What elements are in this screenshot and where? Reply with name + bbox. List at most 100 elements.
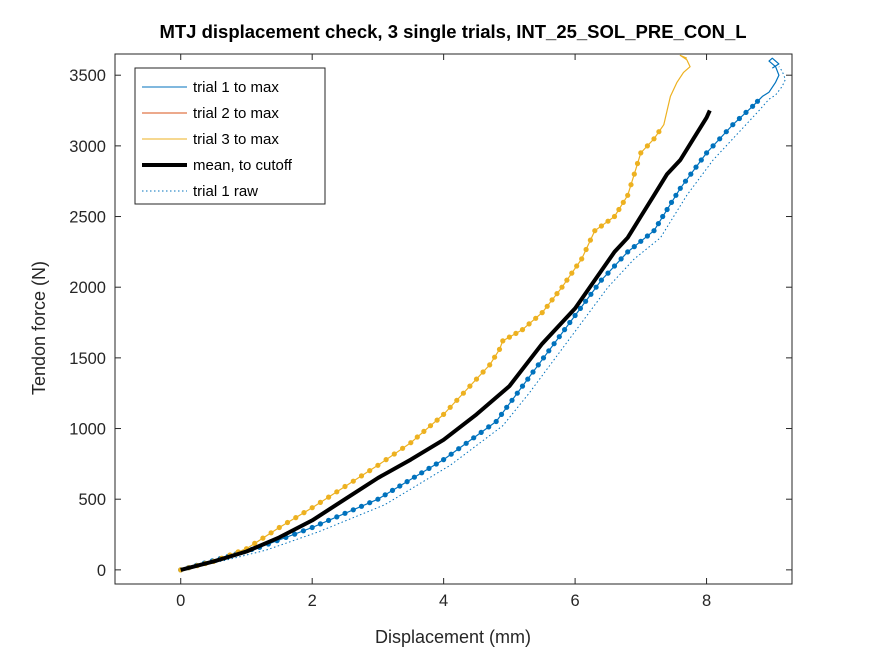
series-marker-1 <box>572 312 578 319</box>
series-marker-3 <box>569 270 575 276</box>
series-marker-3 <box>350 478 356 484</box>
series-marker-3 <box>342 483 348 490</box>
series-layer <box>178 54 786 573</box>
series-marker-3 <box>480 369 486 375</box>
x-axis-label: Displacement (mm) <box>375 627 531 647</box>
y-tick-label: 0 <box>97 562 106 580</box>
series-marker-3 <box>421 428 427 434</box>
series-marker-1 <box>519 383 526 389</box>
x-tick-label: 8 <box>702 592 711 610</box>
series-marker-1 <box>754 98 761 104</box>
series-marker-1 <box>588 291 594 297</box>
x-tick-label: 4 <box>439 592 448 610</box>
series-marker-1 <box>300 528 306 534</box>
series-marker-3 <box>260 535 266 541</box>
series-marker-1 <box>382 492 388 498</box>
series-marker-3 <box>638 150 644 156</box>
y-axis-label: Tendon force (N) <box>29 261 49 395</box>
series-marker-1 <box>350 507 356 513</box>
series-marker-3 <box>408 440 414 446</box>
series-marker-1 <box>525 376 531 382</box>
series-marker-3 <box>434 417 440 423</box>
series-marker-3 <box>549 297 555 303</box>
series-marker-3 <box>583 246 589 253</box>
series-marker-3 <box>441 411 447 417</box>
series-marker-1 <box>698 157 704 163</box>
series-marker-1 <box>540 355 547 361</box>
series-marker-1 <box>677 185 683 191</box>
series-marker-1 <box>486 424 492 430</box>
series-marker-3 <box>554 291 560 297</box>
y-tick-label: 3000 <box>69 138 106 156</box>
x-tick-label: 2 <box>308 592 317 610</box>
series-marker-1 <box>504 404 510 410</box>
series-marker-3 <box>473 376 480 382</box>
series-marker-1 <box>598 277 605 283</box>
series-marker-1 <box>441 457 447 463</box>
y-tick-label: 3500 <box>69 67 106 85</box>
series-marker-1 <box>419 470 425 476</box>
series-marker-1 <box>651 228 657 234</box>
series-marker-3 <box>252 540 258 547</box>
series-marker-1 <box>577 305 584 311</box>
series-marker-1 <box>605 270 611 276</box>
series-marker-1 <box>292 531 298 537</box>
series-marker-3 <box>634 160 641 167</box>
series-marker-1 <box>631 244 637 250</box>
series-marker-1 <box>514 390 520 396</box>
series-marker-1 <box>493 418 499 425</box>
series-marker-3 <box>358 473 365 479</box>
series-marker-3 <box>605 218 611 224</box>
series-marker-1 <box>334 514 340 520</box>
series-marker-3 <box>276 524 282 531</box>
series-marker-1 <box>471 435 477 441</box>
series-marker-3 <box>587 237 594 243</box>
series-marker-3 <box>492 354 498 360</box>
series-marker-3 <box>414 434 420 440</box>
series-marker-3 <box>367 468 373 474</box>
series-marker-3 <box>539 310 545 316</box>
series-marker-1 <box>551 341 557 347</box>
series-marker-1 <box>688 171 694 177</box>
series-marker-3 <box>631 171 637 177</box>
series-marker-3 <box>611 213 618 220</box>
series-marker-1 <box>750 103 756 109</box>
series-marker-3 <box>326 494 332 500</box>
series-marker-1 <box>693 164 699 170</box>
series-marker-1 <box>562 327 568 333</box>
series-marker-1 <box>317 521 323 527</box>
series-marker-3 <box>500 338 506 344</box>
series-marker-1 <box>389 487 396 493</box>
x-tick-label: 0 <box>176 592 185 610</box>
chart-title: MTJ displacement check, 3 single trials,… <box>159 21 746 42</box>
series-marker-3 <box>496 346 503 352</box>
series-marker-3 <box>628 182 634 188</box>
series-marker-3 <box>598 223 605 229</box>
series-marker-1 <box>556 334 562 340</box>
legend-label-5: trial 1 raw <box>193 183 258 200</box>
series-marker-3 <box>506 334 512 340</box>
series-marker-1 <box>743 109 749 115</box>
series-marker-1 <box>309 524 315 531</box>
legend: trial 1 to max trial 2 to max trial 3 to m… <box>134 67 326 205</box>
series-marker-3 <box>544 303 550 309</box>
series-line-4 <box>180 109 712 572</box>
series-marker-1 <box>535 362 541 368</box>
series-marker-1 <box>433 461 439 467</box>
series-marker-1 <box>404 479 410 485</box>
series-marker-1 <box>567 319 573 326</box>
series-marker-1 <box>611 263 618 269</box>
series-marker-3 <box>526 321 532 327</box>
legend-label-2: trial 2 to max <box>193 105 279 122</box>
series-marker-3 <box>513 330 519 336</box>
series-marker-1 <box>478 429 484 435</box>
y-tick-label: 500 <box>78 491 106 509</box>
legend-label-1: trial 1 to max <box>193 79 279 96</box>
series-marker-1 <box>730 122 736 128</box>
y-tick-label: 2000 <box>69 279 106 297</box>
series-marker-1 <box>673 192 679 198</box>
series-marker-1 <box>593 284 599 290</box>
series-marker-3 <box>309 505 315 511</box>
series-marker-1 <box>736 115 743 122</box>
